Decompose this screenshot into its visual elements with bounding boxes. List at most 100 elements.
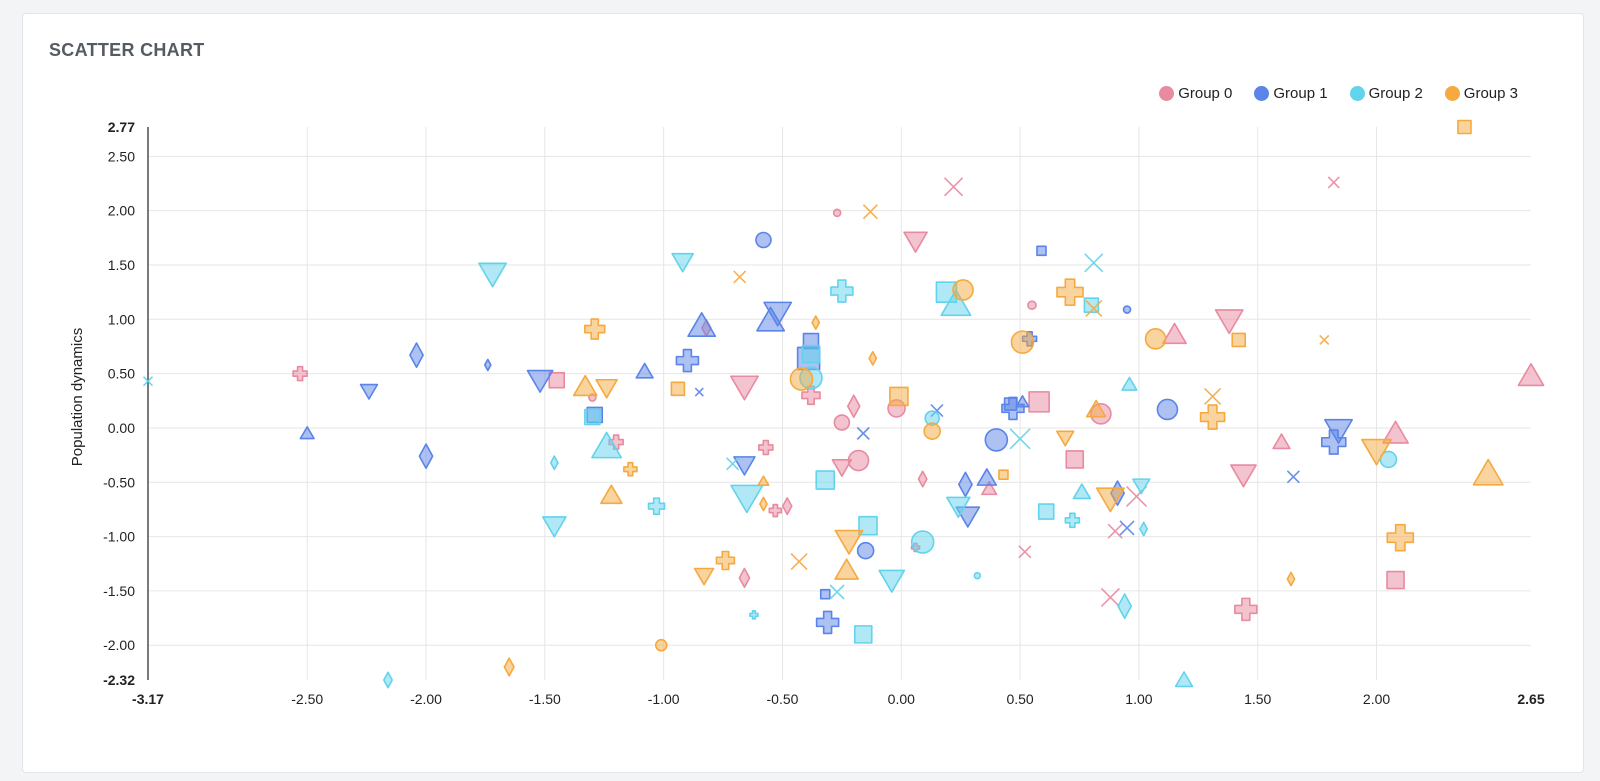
data-point-group-2[interactable] (749, 610, 759, 620)
data-point-group-3[interactable] (1144, 328, 1167, 350)
data-point-group-3[interactable] (834, 558, 859, 580)
data-point-group-0[interactable] (768, 503, 783, 518)
data-point-group-2[interactable] (1132, 478, 1151, 495)
data-point-group-3[interactable] (693, 567, 715, 586)
data-point-group-0[interactable] (1162, 322, 1187, 345)
data-point-group-2[interactable] (830, 279, 854, 303)
data-point-group-1[interactable] (1156, 398, 1179, 421)
data-point-group-1[interactable] (819, 588, 831, 600)
data-point-group-2[interactable] (1174, 671, 1194, 688)
data-point-group-0[interactable] (801, 385, 821, 406)
data-point-group-3[interactable] (600, 484, 623, 505)
data-point-group-2[interactable] (858, 515, 878, 536)
data-point-group-1[interactable] (675, 348, 700, 373)
data-point-group-3[interactable] (1286, 571, 1296, 587)
data-point-group-3[interactable] (654, 638, 668, 652)
data-point-group-2[interactable] (1009, 428, 1031, 450)
data-point-group-1[interactable] (359, 383, 379, 400)
data-point-group-0[interactable] (832, 208, 842, 218)
data-point-group-3[interactable] (1085, 299, 1103, 318)
data-point-group-0[interactable] (1018, 545, 1032, 559)
legend-item-group-0[interactable]: Group 0 (1159, 85, 1232, 102)
data-point-group-2[interactable] (878, 569, 906, 593)
data-point-group-0[interactable] (1234, 597, 1258, 622)
data-point-group-0[interactable] (548, 371, 566, 389)
data-point-group-0[interactable] (831, 459, 853, 477)
data-point-group-2[interactable] (584, 408, 601, 426)
data-point-group-2[interactable] (801, 344, 821, 364)
data-point-group-0[interactable] (729, 375, 759, 401)
data-point-group-1[interactable] (687, 312, 717, 338)
data-point-group-2[interactable] (829, 584, 845, 600)
data-point-group-3[interactable] (998, 469, 1009, 480)
legend-item-group-1[interactable]: Group 1 (1254, 85, 1328, 102)
data-point-group-0[interactable] (846, 394, 861, 419)
data-point-group-0[interactable] (1386, 570, 1405, 590)
data-point-group-1[interactable] (1015, 395, 1030, 408)
data-point-group-0[interactable] (1382, 420, 1409, 444)
data-point-group-3[interactable] (789, 367, 814, 391)
data-point-group-3[interactable] (868, 351, 878, 366)
data-point-group-1[interactable] (1036, 245, 1047, 257)
data-point-group-3[interactable] (757, 475, 770, 486)
data-point-group-3[interactable] (811, 315, 821, 330)
data-point-group-2[interactable] (549, 455, 559, 471)
data-point-group-1[interactable] (418, 443, 434, 470)
data-point-group-2[interactable] (973, 571, 982, 580)
data-point-group-3[interactable] (1361, 438, 1393, 466)
data-point-group-3[interactable] (1319, 334, 1330, 346)
data-point-group-3[interactable] (1095, 487, 1125, 513)
data-point-group-0[interactable] (833, 414, 851, 431)
data-point-group-3[interactable] (503, 657, 515, 677)
data-point-group-2[interactable] (478, 262, 508, 288)
data-point-group-1[interactable] (984, 428, 1009, 452)
data-point-group-0[interactable] (758, 439, 774, 456)
data-point-group-0[interactable] (292, 365, 308, 382)
data-point-group-0[interactable] (1272, 433, 1291, 450)
data-point-group-2[interactable] (671, 252, 694, 273)
data-point-group-0[interactable] (1214, 309, 1244, 335)
data-point-group-2[interactable] (541, 516, 567, 538)
data-point-group-2[interactable] (853, 625, 873, 644)
data-point-group-3[interactable] (595, 378, 618, 399)
data-point-group-3[interactable] (889, 386, 909, 407)
data-point-group-2[interactable] (945, 496, 971, 518)
data-point-group-1[interactable] (856, 541, 875, 560)
data-point-group-0[interactable] (1100, 587, 1120, 607)
data-point-group-2[interactable] (1117, 593, 1133, 620)
data-point-group-0[interactable] (1230, 464, 1257, 488)
data-point-group-0[interactable] (1065, 450, 1085, 469)
data-point-group-1[interactable] (635, 362, 654, 379)
data-point-group-1[interactable] (733, 456, 756, 476)
data-point-group-0[interactable] (1027, 300, 1037, 310)
data-point-group-2[interactable] (1072, 483, 1092, 500)
data-point-group-2[interactable] (1084, 253, 1104, 273)
legend-item-group-3[interactable]: Group 3 (1444, 85, 1518, 102)
data-point-group-3[interactable] (1204, 387, 1222, 406)
data-point-group-2[interactable] (1064, 512, 1081, 529)
data-point-group-1[interactable] (815, 610, 840, 635)
data-point-group-3[interactable] (1010, 330, 1035, 354)
data-point-group-1[interactable] (1122, 305, 1132, 314)
data-point-group-3[interactable] (1199, 404, 1226, 430)
data-point-group-3[interactable] (759, 496, 768, 512)
data-point-group-1[interactable] (526, 369, 554, 393)
data-point-group-2[interactable] (815, 470, 836, 490)
data-point-group-1[interactable] (409, 342, 424, 369)
data-point-group-2[interactable] (940, 289, 972, 317)
data-point-group-0[interactable] (981, 480, 998, 496)
data-point-group-1[interactable] (299, 426, 315, 440)
data-point-group-1[interactable] (856, 426, 870, 440)
data-point-group-1[interactable] (694, 387, 704, 397)
data-point-group-3[interactable] (1056, 430, 1075, 447)
legend-item-group-2[interactable]: Group 2 (1349, 85, 1423, 102)
data-point-group-3[interactable] (1231, 332, 1247, 348)
data-point-group-3[interactable] (733, 270, 747, 284)
data-point-group-0[interactable] (1327, 176, 1340, 189)
data-point-group-3[interactable] (1085, 399, 1107, 418)
data-point-group-1[interactable] (958, 471, 973, 498)
data-point-group-0[interactable] (1107, 523, 1123, 539)
data-point-group-3[interactable] (923, 422, 941, 441)
data-point-group-3[interactable] (834, 529, 864, 555)
data-point-group-3[interactable] (715, 550, 736, 571)
